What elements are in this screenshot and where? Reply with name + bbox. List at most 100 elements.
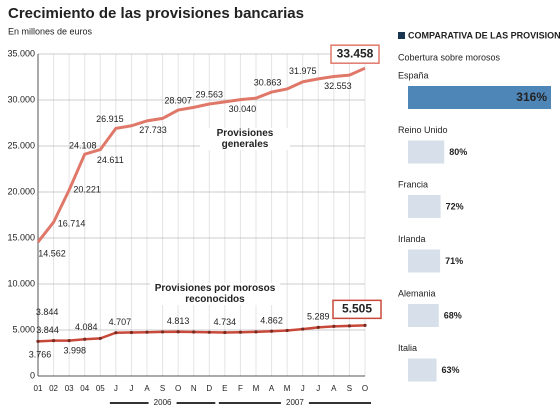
point	[176, 330, 180, 334]
value-label: 80%	[449, 147, 467, 157]
x-tick-label: 03	[65, 384, 74, 393]
year-label: 2007	[286, 398, 304, 407]
x-tick-label: A	[144, 384, 150, 393]
x-tick-label: S	[347, 384, 352, 393]
data-label: 24.108	[69, 141, 97, 151]
value-label: 316%	[516, 90, 547, 104]
x-tick-label: E	[222, 384, 227, 393]
y-tick-label: 5.000	[12, 324, 35, 334]
y-tick-label: 10.000	[7, 278, 35, 288]
panel-title: COMPARATIVA DE LAS PROVISIONES EN EUROPA	[408, 30, 560, 40]
point	[332, 324, 336, 328]
data-label: 4.813	[167, 316, 190, 326]
data-label: 14.562	[38, 248, 66, 258]
point	[51, 339, 56, 343]
x-tick-label: J	[301, 384, 305, 393]
category-label: España	[398, 70, 429, 80]
bar	[408, 358, 437, 382]
highlight-box	[330, 44, 380, 64]
value-label: 71%	[445, 256, 463, 266]
category-label: Francia	[398, 179, 428, 189]
x-tick-label: 01	[34, 384, 43, 393]
point	[67, 339, 71, 343]
header-square	[398, 32, 405, 39]
point	[83, 337, 87, 341]
point	[223, 330, 227, 335]
series-annotation: Provisiones generales	[200, 128, 290, 150]
point	[36, 339, 40, 343]
point	[145, 330, 149, 334]
value-label: 68%	[444, 310, 462, 320]
x-tick-label: J	[316, 384, 320, 393]
highlight-box	[332, 299, 382, 320]
data-label: 16.714	[58, 219, 86, 229]
point	[207, 330, 211, 334]
x-tick-label: 05	[96, 384, 105, 393]
x-tick-label: A	[269, 384, 275, 393]
bar	[408, 249, 441, 273]
bar	[408, 86, 551, 109]
data-label: 20.221	[73, 184, 101, 194]
point	[160, 330, 165, 334]
data-label: 33.458	[337, 46, 374, 60]
data-label: 4.734	[214, 317, 237, 327]
y-tick-label: 0	[30, 370, 35, 380]
year-label: 2006	[154, 398, 172, 407]
point	[316, 325, 320, 329]
data-label: 3.844	[36, 307, 59, 317]
y-tick-label: 15.000	[7, 232, 35, 242]
data-label: 29.563	[196, 89, 224, 99]
x-tick-label: D	[206, 384, 212, 393]
data-label: 3.844	[36, 325, 59, 335]
chart-subtitle: En millones de euros	[8, 26, 93, 36]
point	[192, 330, 196, 334]
series-line	[37, 324, 366, 343]
category-label: Italia	[398, 343, 417, 353]
point	[301, 327, 305, 331]
value-label: 72%	[446, 201, 464, 211]
x-tick-label: A	[331, 384, 337, 393]
data-label: 5.505	[342, 302, 372, 316]
value-label: 63%	[442, 365, 460, 375]
x-tick-label: F	[238, 384, 243, 393]
x-tick-label: J	[114, 384, 118, 393]
data-label: 5.289	[307, 312, 330, 322]
data-label: 31.975	[289, 66, 317, 76]
data-label: 4.084	[75, 322, 98, 332]
category-label: Irlanda	[398, 234, 426, 244]
x-tick-label: 02	[49, 384, 58, 393]
bar	[408, 304, 439, 327]
data-label: 32.553	[324, 81, 352, 91]
x-tick-label: N	[191, 384, 197, 393]
point	[347, 324, 352, 328]
point	[269, 329, 274, 333]
data-label: 24.611	[97, 155, 124, 165]
bar	[408, 195, 441, 218]
x-tick-label: O	[175, 384, 181, 393]
x-tick-label: M	[253, 384, 260, 393]
panel-subtitle: Cobertura sobre morosos	[398, 52, 501, 62]
point	[129, 330, 134, 335]
data-label: 30.040	[229, 104, 257, 114]
y-tick-label: 20.000	[7, 186, 35, 196]
y-tick-label: 25.000	[7, 140, 35, 150]
data-label: 3.998	[63, 346, 86, 356]
point	[238, 330, 243, 334]
x-tick-label: J	[129, 384, 133, 393]
y-tick-label: 30.000	[7, 94, 35, 104]
data-label: 4.862	[260, 316, 283, 326]
x-tick-label: S	[160, 384, 165, 393]
point	[114, 331, 118, 335]
point	[285, 328, 289, 333]
data-label: 28.907	[164, 95, 192, 105]
x-tick-label: 04	[80, 384, 89, 393]
y-tick-label: 35.000	[7, 48, 35, 58]
point	[254, 330, 258, 334]
point	[363, 323, 367, 327]
series-line	[36, 66, 366, 243]
chart-title: Crecimiento de las provisiones bancarias	[8, 5, 304, 22]
data-label: 3.766	[29, 350, 52, 360]
data-label: 26.915	[96, 114, 124, 124]
